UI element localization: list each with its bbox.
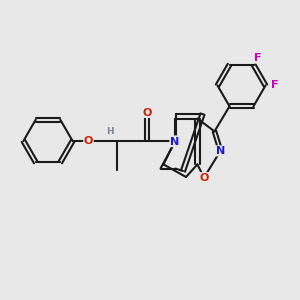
Text: O: O	[199, 172, 209, 183]
Text: O: O	[142, 107, 152, 118]
Text: F: F	[271, 80, 278, 90]
Text: N: N	[216, 146, 225, 156]
Text: F: F	[254, 53, 262, 63]
Text: N: N	[170, 136, 179, 147]
Text: O: O	[84, 136, 93, 146]
Text: H: H	[106, 127, 114, 136]
Text: N: N	[171, 136, 180, 146]
